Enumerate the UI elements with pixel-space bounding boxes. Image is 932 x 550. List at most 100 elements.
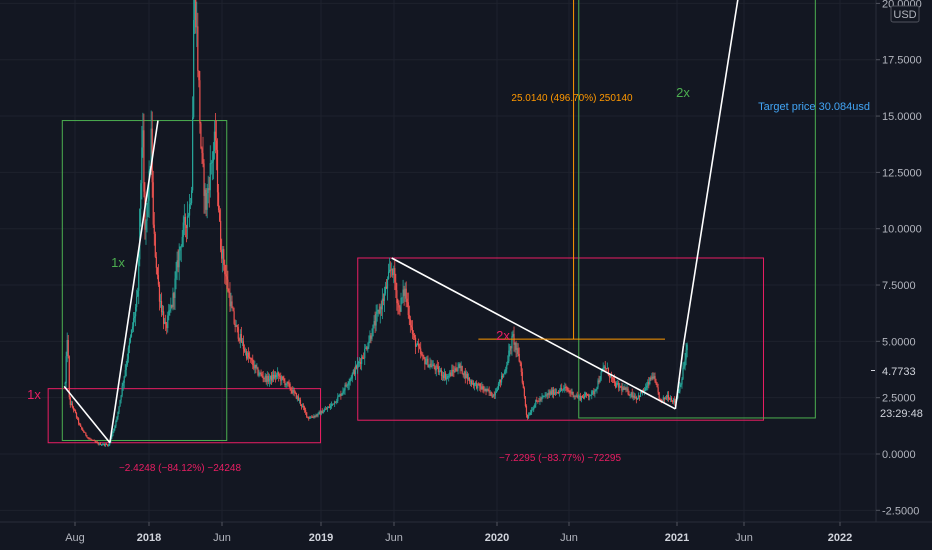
candle-body xyxy=(451,369,453,376)
candle-body xyxy=(489,391,491,393)
candle-body xyxy=(516,348,518,350)
candle-body xyxy=(482,386,484,390)
candle-body xyxy=(534,404,536,408)
y-axis[interactable]: 40.000037.500035.000032.500030.000027.50… xyxy=(876,0,922,550)
candle-body xyxy=(394,268,396,283)
candle-body xyxy=(574,395,576,397)
candle-body xyxy=(526,414,529,419)
candle-body xyxy=(485,388,487,392)
candle-body xyxy=(478,383,480,385)
candle-body xyxy=(398,304,400,308)
candle-body xyxy=(593,391,595,394)
candle-body xyxy=(198,70,200,81)
currency-button[interactable]: USD xyxy=(890,5,920,23)
candle-body xyxy=(431,365,433,367)
trend-line[interactable] xyxy=(674,345,685,410)
candle-body xyxy=(300,404,303,407)
candle-body xyxy=(161,311,164,313)
candle-body xyxy=(279,376,281,377)
candle-body xyxy=(654,376,656,382)
candle-body xyxy=(376,311,378,314)
candle-body xyxy=(309,418,311,419)
candle-body xyxy=(276,374,278,378)
candle-body xyxy=(143,130,145,192)
candle-body xyxy=(566,387,568,390)
trend-line[interactable] xyxy=(391,257,676,410)
candle-body xyxy=(502,375,504,377)
box-annotation[interactable] xyxy=(578,0,816,419)
candle-body xyxy=(363,358,365,359)
y-tick-label: 15.0000 xyxy=(882,111,922,123)
drawing-lines[interactable] xyxy=(0,0,876,444)
candle-body xyxy=(628,394,630,396)
candle-body xyxy=(359,362,362,364)
multiplier-2x-green: 2x xyxy=(676,85,690,100)
candle-body xyxy=(543,395,545,397)
y-tick-label: 20.0000 xyxy=(882,0,922,10)
candle-body xyxy=(311,416,313,418)
candle-body xyxy=(95,441,97,443)
candle-body xyxy=(126,358,128,365)
candle-body xyxy=(364,348,366,359)
candle-body xyxy=(342,391,344,394)
candle-body xyxy=(552,389,555,395)
candle-body xyxy=(625,387,627,390)
candle-body xyxy=(385,286,388,289)
candle-body xyxy=(362,357,364,359)
candle-body xyxy=(620,386,622,387)
candle-body xyxy=(612,378,615,380)
candle-body xyxy=(475,382,477,384)
candle-body xyxy=(618,382,620,388)
candle-body xyxy=(124,369,126,377)
candle-body xyxy=(591,391,593,395)
candle-body xyxy=(404,288,406,296)
candle-body xyxy=(487,389,489,391)
candle-body xyxy=(562,389,564,391)
candle-body xyxy=(512,334,514,337)
candle-body xyxy=(128,342,130,348)
candle-body xyxy=(154,233,156,257)
candle-body xyxy=(604,366,606,369)
candle-body xyxy=(599,379,601,383)
candle-body xyxy=(527,415,530,419)
candle-body xyxy=(490,391,492,396)
candle-body xyxy=(634,396,636,398)
candle-body xyxy=(449,372,451,376)
candle-body xyxy=(401,297,403,299)
candle-body xyxy=(630,392,632,395)
candle-body xyxy=(371,336,373,339)
candle-body xyxy=(135,307,137,317)
box-annotation[interactable] xyxy=(47,388,322,444)
candle-body xyxy=(486,389,488,392)
candle-body xyxy=(596,387,598,390)
trend-line[interactable] xyxy=(682,0,772,346)
candle-body xyxy=(484,388,486,391)
candle-body xyxy=(117,411,119,417)
x-tick-label: Jun xyxy=(213,532,231,544)
candle-body xyxy=(477,383,479,389)
candle-body xyxy=(103,443,106,446)
trend-line[interactable] xyxy=(109,120,159,443)
candle-body xyxy=(68,356,70,398)
candle-body xyxy=(393,268,395,276)
trend-line[interactable] xyxy=(63,385,111,444)
candle-body xyxy=(244,351,247,352)
candle-body xyxy=(234,323,236,328)
candle-body xyxy=(343,390,345,392)
candle-body xyxy=(419,346,421,349)
candle-body xyxy=(127,347,129,359)
x-axis[interactable]: Aug 2018 Jun 2019 Jun 2020 Jun 2021 Jun 2022 xyxy=(65,522,852,544)
candle-body xyxy=(437,366,439,373)
candle-body xyxy=(551,389,553,395)
candle-body xyxy=(270,375,273,381)
candle-body xyxy=(507,361,509,366)
candle-body xyxy=(498,379,501,384)
candle-body xyxy=(177,260,179,268)
candle-body xyxy=(221,249,223,259)
candle-body xyxy=(683,366,685,368)
x-tick-label: Jun xyxy=(385,532,403,544)
box-annotation[interactable] xyxy=(357,257,764,421)
candle-body xyxy=(222,249,224,259)
